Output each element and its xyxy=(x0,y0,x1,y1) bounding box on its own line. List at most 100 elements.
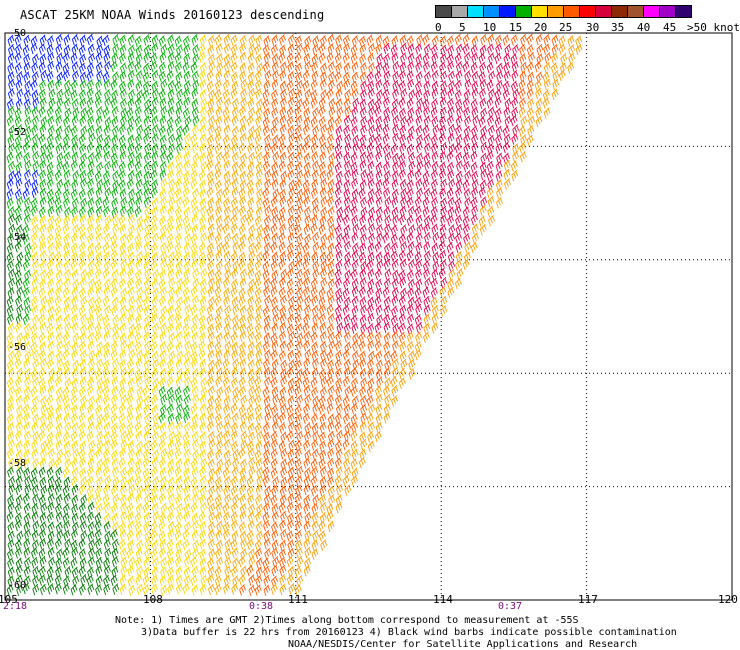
wind-barb xyxy=(343,430,351,442)
wind-barb xyxy=(78,223,86,236)
wind-barb xyxy=(504,115,512,127)
wind-barb xyxy=(216,188,223,200)
wind-barb xyxy=(495,142,503,154)
wind-barb xyxy=(255,125,262,137)
wind-barb xyxy=(47,475,55,487)
wind-barb xyxy=(230,34,238,46)
wind-barb xyxy=(423,222,431,235)
wind-barb xyxy=(70,584,78,596)
wind-barb xyxy=(191,258,199,271)
wind-barb xyxy=(40,413,47,425)
wind-barb xyxy=(327,485,335,497)
wind-barb xyxy=(271,547,279,559)
wind-barb xyxy=(238,287,246,300)
wind-barb xyxy=(415,178,423,190)
wind-barb xyxy=(56,97,64,109)
wind-barb xyxy=(214,161,222,173)
wind-barb xyxy=(16,124,24,136)
wind-barb xyxy=(287,249,295,262)
wind-barb xyxy=(359,151,367,163)
wind-barb xyxy=(7,233,15,245)
wind-barb xyxy=(296,232,304,245)
wind-barb xyxy=(216,439,224,452)
wind-barb xyxy=(224,304,232,317)
wind-barb xyxy=(63,34,71,46)
wind-barb xyxy=(32,413,40,425)
wind-barb xyxy=(239,305,247,317)
wind-barb xyxy=(8,277,16,290)
wind-barb xyxy=(495,133,503,146)
wind-barb xyxy=(222,376,230,388)
wind-barb xyxy=(199,69,207,82)
wind-barb xyxy=(23,403,30,415)
wind-barb xyxy=(214,494,222,506)
wind-barb xyxy=(320,178,328,190)
wind-barb xyxy=(127,358,134,370)
wind-barb xyxy=(54,215,62,227)
wind-barb xyxy=(398,249,406,262)
wind-barb xyxy=(62,547,70,559)
wind-barb xyxy=(399,107,406,119)
wind-barb xyxy=(439,286,447,298)
wind-barb xyxy=(159,215,166,227)
wind-barb xyxy=(279,106,287,118)
wind-barb xyxy=(271,358,279,371)
wind-barb xyxy=(311,322,319,334)
wind-barb xyxy=(104,232,111,244)
wind-barb xyxy=(326,168,334,181)
wind-barb xyxy=(8,170,16,182)
wind-barb xyxy=(94,512,102,524)
wind-barb xyxy=(310,331,318,343)
wind-barb xyxy=(182,186,190,199)
wind-barb xyxy=(239,314,247,327)
wind-barb xyxy=(303,43,311,55)
wind-barb xyxy=(327,124,335,136)
wind-barb xyxy=(375,214,383,227)
wind-barb xyxy=(134,421,142,433)
wind-barb xyxy=(391,330,399,343)
wind-barb xyxy=(343,375,350,388)
wind-barb xyxy=(14,502,22,515)
wind-barb xyxy=(40,485,48,497)
wind-barb xyxy=(440,80,448,92)
wind-barb xyxy=(215,448,223,461)
colorbar-label: 45 xyxy=(663,21,677,34)
wind-barb xyxy=(296,188,304,201)
wind-barb xyxy=(247,62,255,74)
wind-barb xyxy=(104,565,111,577)
wind-barb xyxy=(256,232,263,245)
wind-barb xyxy=(286,287,294,299)
wind-barb xyxy=(416,187,424,199)
lon-label: 108 xyxy=(143,593,163,606)
wind-barb xyxy=(151,150,159,163)
wind-barb xyxy=(104,530,112,543)
wind-barb xyxy=(415,106,423,118)
wind-barb xyxy=(470,196,478,208)
wind-barb xyxy=(326,349,334,362)
wind-barb xyxy=(54,305,62,317)
wind-barb xyxy=(230,511,238,523)
wind-barb xyxy=(15,260,23,272)
wind-barb xyxy=(286,278,294,290)
wind-barb xyxy=(359,224,367,236)
wind-barb xyxy=(104,215,112,227)
wind-barb xyxy=(528,115,536,127)
wind-barb xyxy=(215,305,223,317)
wind-barb xyxy=(304,134,311,146)
wind-barb xyxy=(327,413,335,425)
wind-barb xyxy=(102,394,110,406)
lon-label: 117 xyxy=(578,593,598,606)
wind-barb xyxy=(22,259,30,272)
wind-barb xyxy=(63,367,71,379)
wind-barb xyxy=(295,377,303,389)
wind-barb xyxy=(16,286,24,298)
wind-barb xyxy=(439,132,446,145)
wind-barb xyxy=(248,107,256,119)
wind-barb xyxy=(422,98,430,110)
wind-barb xyxy=(120,438,128,451)
wind-barb xyxy=(335,349,343,362)
wind-barb xyxy=(262,386,270,398)
wind-barb xyxy=(79,89,86,101)
wind-barb xyxy=(288,439,296,451)
wind-barb xyxy=(311,502,319,515)
